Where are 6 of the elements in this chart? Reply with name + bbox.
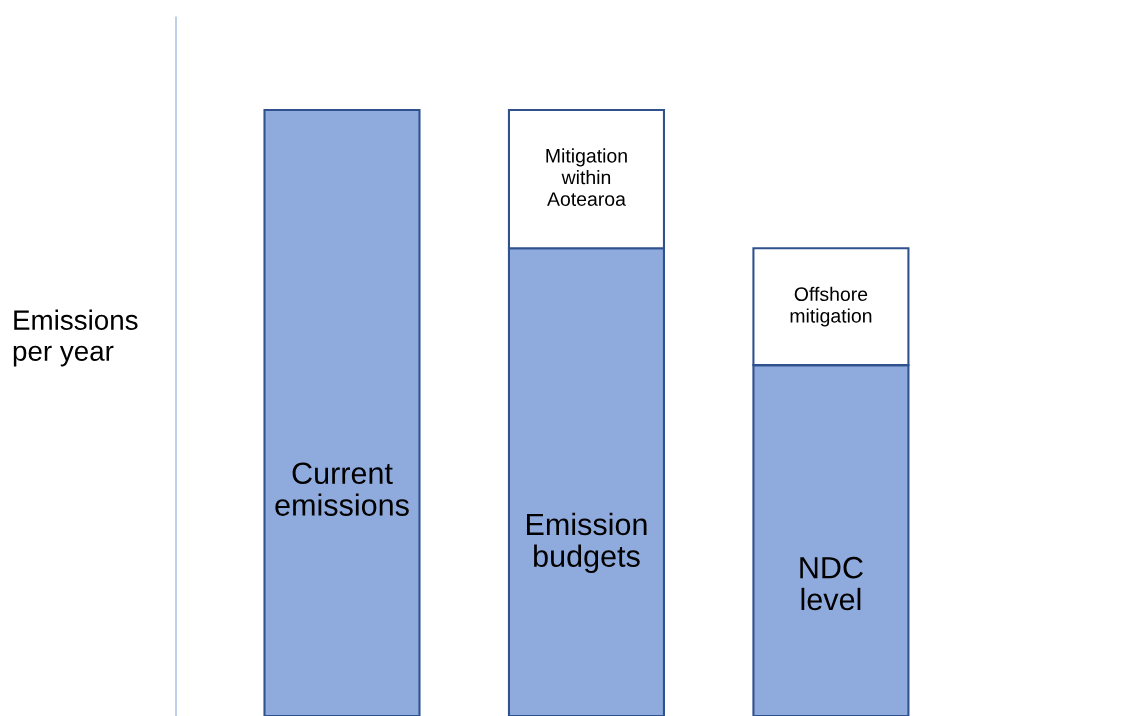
annotation: Emission budgets xyxy=(526,512,647,574)
annotation: Mitigation within Aotearoa xyxy=(546,148,627,206)
y-axis-title: Emissions per year xyxy=(13,309,138,367)
annotation: Current emissions xyxy=(275,462,409,516)
annotation: NDC level xyxy=(800,556,863,611)
annotation: Offshore mitigation xyxy=(790,286,872,327)
